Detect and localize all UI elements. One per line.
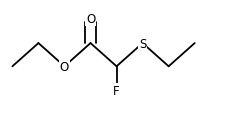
Text: S: S [139,37,146,50]
Text: O: O [86,13,95,26]
Text: F: F [113,84,120,97]
Text: O: O [60,60,69,73]
